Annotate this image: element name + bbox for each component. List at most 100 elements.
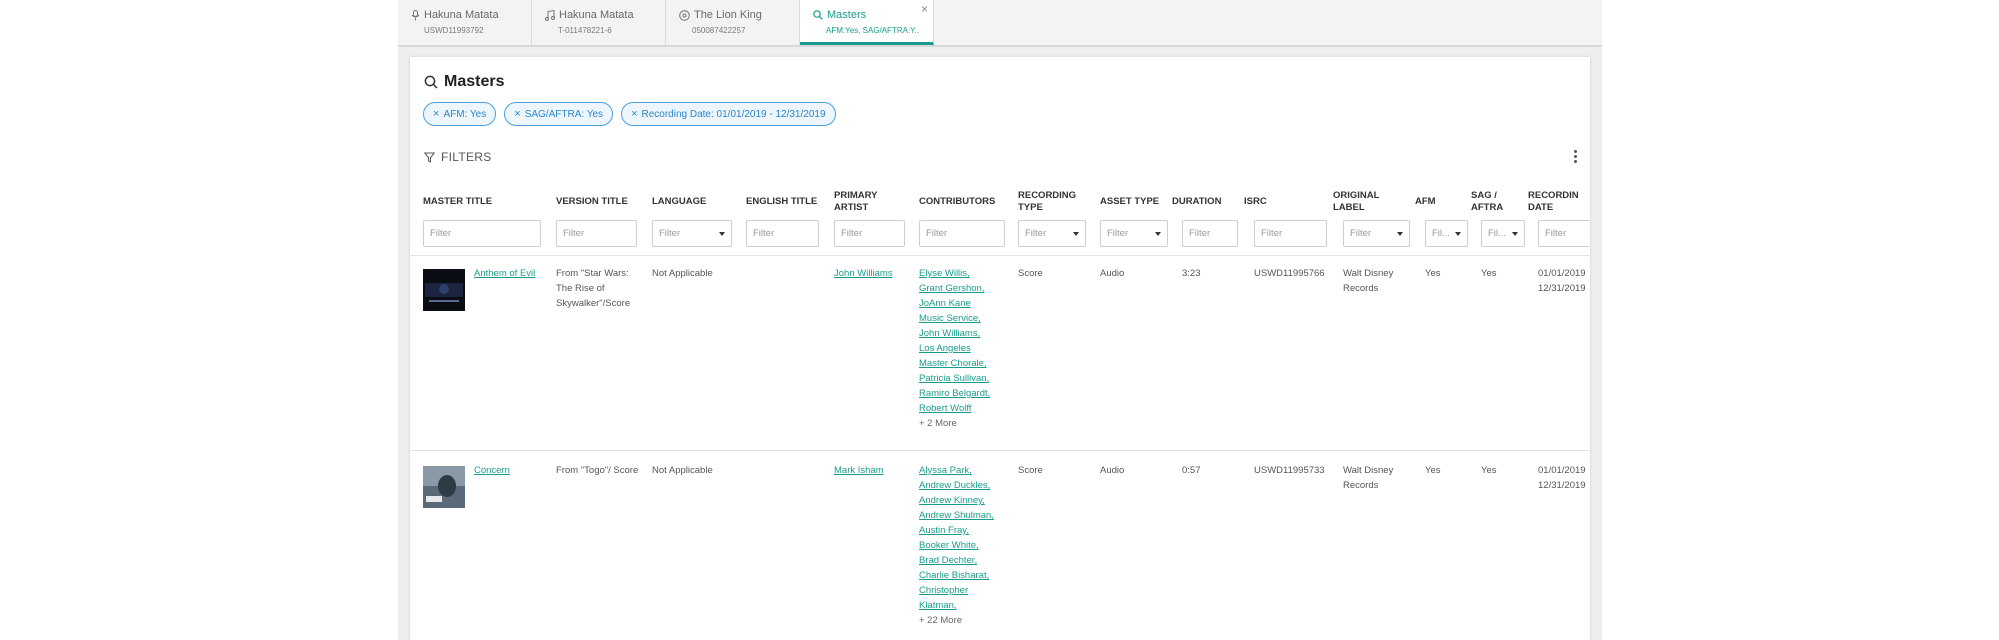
filter-placeholder: Filter bbox=[563, 228, 585, 239]
contributor-link[interactable]: Master Chorale, bbox=[919, 358, 987, 369]
contributor-link[interactable]: Grant Gershon, bbox=[919, 283, 985, 294]
filter-input-duration[interactable]: Filter bbox=[1182, 220, 1238, 247]
contributor-link[interactable]: Robert Wolff bbox=[919, 403, 972, 414]
column-header-primary-artist[interactable]: PRIMARY ARTIST bbox=[834, 190, 878, 213]
contributor-link[interactable]: Music Service, bbox=[919, 313, 981, 324]
chevron-down-icon bbox=[719, 231, 725, 236]
duration-cell: 3:23 bbox=[1182, 268, 1201, 279]
original-label-cell: Walt Disney Records bbox=[1343, 465, 1394, 491]
contributor-link[interactable]: Klatman, bbox=[919, 600, 957, 611]
filter-select-asset-type[interactable]: Filter bbox=[1100, 220, 1168, 247]
contributor-link[interactable]: Los Angeles bbox=[919, 343, 971, 354]
filters-toggle[interactable]: FILTERS bbox=[424, 150, 492, 164]
close-icon[interactable]: × bbox=[920, 2, 928, 16]
master-title-link[interactable]: Anthem of Evil bbox=[474, 266, 540, 281]
contributor-link[interactable]: Andrew Duckles, bbox=[919, 480, 991, 491]
contributor-link[interactable]: Brad Dechter, bbox=[919, 555, 978, 566]
contributor-link[interactable]: Austin Fray, bbox=[919, 525, 969, 536]
filter-placeholder: Filter bbox=[1189, 228, 1211, 239]
filter-input-version-title[interactable]: Filter bbox=[556, 220, 637, 247]
version-title-cell: From "Togo"/ Score bbox=[556, 465, 639, 476]
contributors-cell: Elyse Willis, Grant Gershon, JoAnn Kane … bbox=[919, 266, 1009, 431]
contributor-link[interactable]: Christopher bbox=[919, 585, 969, 596]
recording-type-cell: Score bbox=[1018, 268, 1043, 279]
filter-select-sag-aftra[interactable]: Fil... bbox=[1481, 220, 1525, 247]
master-title-text[interactable]: Anthem of Evil bbox=[474, 268, 536, 279]
chevron-down-icon bbox=[1455, 231, 1461, 236]
filter-input-master-title[interactable]: Filter bbox=[423, 220, 541, 247]
column-header-isrc[interactable]: ISRC bbox=[1244, 196, 1267, 207]
filter-select-language[interactable]: Filter bbox=[652, 220, 732, 247]
primary-artist-text[interactable]: John Williams bbox=[834, 268, 893, 279]
column-header-version-title[interactable]: VERSION TITLE bbox=[556, 196, 628, 207]
more-options-icon[interactable] bbox=[1572, 150, 1578, 166]
contributors-more-link[interactable]: + 2 More bbox=[919, 418, 957, 429]
filter-chip-sag-aftra[interactable]: × SAG/AFTRA: Yes bbox=[504, 102, 614, 126]
recording-date-cell: 01/01/2019 12/31/2019 bbox=[1538, 266, 1586, 296]
contributor-link[interactable]: Andrew Kinney, bbox=[919, 495, 985, 506]
filter-input-english-title[interactable]: Filter bbox=[746, 220, 819, 247]
column-header-contributors[interactable]: CONTRIBUTORS bbox=[919, 196, 996, 207]
contributor-link[interactable]: John Williams, bbox=[919, 328, 981, 339]
filter-select-original-label[interactable]: Filter bbox=[1343, 220, 1410, 247]
filter-placeholder: Filter bbox=[659, 228, 681, 239]
column-header-recording-type[interactable]: RECORDING TYPE bbox=[1018, 190, 1077, 213]
column-header-original-label[interactable]: ORIGINAL LABEL bbox=[1333, 190, 1380, 213]
filter-input-recording-date[interactable]: Filter bbox=[1538, 220, 1590, 247]
tab-the-lion-king[interactable]: The Lion King 050087422257 bbox=[666, 0, 800, 45]
tab-hakuna-matata-recording[interactable]: Hakuna Matata USWD11993792 bbox=[398, 0, 532, 45]
contributors-more-link[interactable]: + 22 More bbox=[919, 615, 963, 626]
tab-masters[interactable]: Masters AFM:Yes, SAG/AFTRA:Y... × bbox=[800, 0, 934, 45]
primary-artist-link[interactable]: Mark Isham bbox=[834, 463, 884, 478]
disc-icon bbox=[679, 9, 690, 21]
recording-date-end: 12/31/2019 bbox=[1538, 283, 1586, 294]
filter-chip-recording-date[interactable]: × Recording Date: 01/01/2019 - 12/31/201… bbox=[621, 102, 836, 126]
column-header-sag-aftra[interactable]: SAG / AFTRA bbox=[1471, 190, 1504, 213]
contributor-link[interactable]: Ramiro Belgardt, bbox=[919, 388, 991, 399]
close-icon[interactable]: × bbox=[631, 108, 638, 120]
column-header-english-title[interactable]: ENGLISH TITLE bbox=[746, 196, 818, 207]
contributor-link[interactable]: JoAnn Kane bbox=[919, 298, 971, 309]
close-icon[interactable]: × bbox=[433, 108, 440, 120]
funnel-icon bbox=[424, 152, 435, 163]
column-header-duration[interactable]: DURATION bbox=[1172, 196, 1222, 207]
album-art-thumbnail[interactable] bbox=[423, 269, 465, 311]
column-header-recording-date[interactable]: RECORDIN DATE bbox=[1528, 190, 1579, 213]
tab-title: Hakuna Matata bbox=[559, 9, 634, 21]
album-art-thumbnail[interactable] bbox=[423, 466, 465, 508]
filter-input-primary-artist[interactable]: Filter bbox=[834, 220, 905, 247]
contributor-link[interactable]: Andrew Shulman, bbox=[919, 510, 994, 521]
column-header-asset-type[interactable]: ASSET TYPE bbox=[1100, 196, 1160, 207]
contributor-link[interactable]: Booker White, bbox=[919, 540, 979, 551]
filter-input-contributors[interactable]: Filter bbox=[919, 220, 1005, 247]
recording-date-start: 01/01/2019 bbox=[1538, 268, 1586, 279]
masters-panel: Masters × AFM: Yes × SAG/AFTRA: Yes × Re… bbox=[410, 57, 1590, 640]
tab-bar: Hakuna Matata USWD11993792 Hakuna Matata… bbox=[398, 0, 1602, 47]
primary-artist-link[interactable]: John Williams bbox=[834, 266, 893, 281]
tab-hakuna-matata-composition[interactable]: Hakuna Matata T-011478221-6 bbox=[532, 0, 666, 45]
contributor-link[interactable]: Alyssa Park, bbox=[919, 465, 972, 476]
filter-chip-afm[interactable]: × AFM: Yes bbox=[423, 102, 497, 126]
contributor-link[interactable]: Charlie Bisharat, bbox=[919, 570, 990, 581]
version-title-cell: From "Star Wars: The Rise of Skywalker"/… bbox=[556, 268, 631, 309]
filter-input-isrc[interactable]: Filter bbox=[1254, 220, 1327, 247]
asset-type-cell: Audio bbox=[1100, 465, 1125, 476]
primary-artist-text[interactable]: Mark Isham bbox=[834, 465, 884, 476]
contributor-link[interactable]: Patricia Sullivan, bbox=[919, 373, 990, 384]
close-icon[interactable]: × bbox=[514, 108, 521, 120]
master-title-link[interactable]: Concern bbox=[474, 463, 510, 478]
column-header-language[interactable]: LANGUAGE bbox=[652, 196, 707, 207]
app-frame: Hakuna Matata USWD11993792 Hakuna Matata… bbox=[398, 0, 1602, 640]
chip-label: AFM: Yes bbox=[443, 108, 487, 120]
duration-cell: 0:57 bbox=[1182, 465, 1201, 476]
contributor-link[interactable]: Elyse Willis, bbox=[919, 268, 970, 279]
tab-title: The Lion King bbox=[694, 9, 762, 21]
column-header-afm[interactable]: AFM bbox=[1415, 196, 1436, 207]
tab-subtitle: AFM:Yes, SAG/AFTRA:Y... bbox=[826, 26, 919, 35]
filter-placeholder: Filter bbox=[430, 228, 452, 239]
music-note-icon bbox=[545, 9, 555, 21]
filter-select-afm[interactable]: Fil... bbox=[1425, 220, 1468, 247]
master-title-text[interactable]: Concern bbox=[474, 465, 510, 476]
filter-select-recording-type[interactable]: Filter bbox=[1018, 220, 1086, 247]
column-header-master-title[interactable]: MASTER TITLE bbox=[423, 196, 493, 207]
